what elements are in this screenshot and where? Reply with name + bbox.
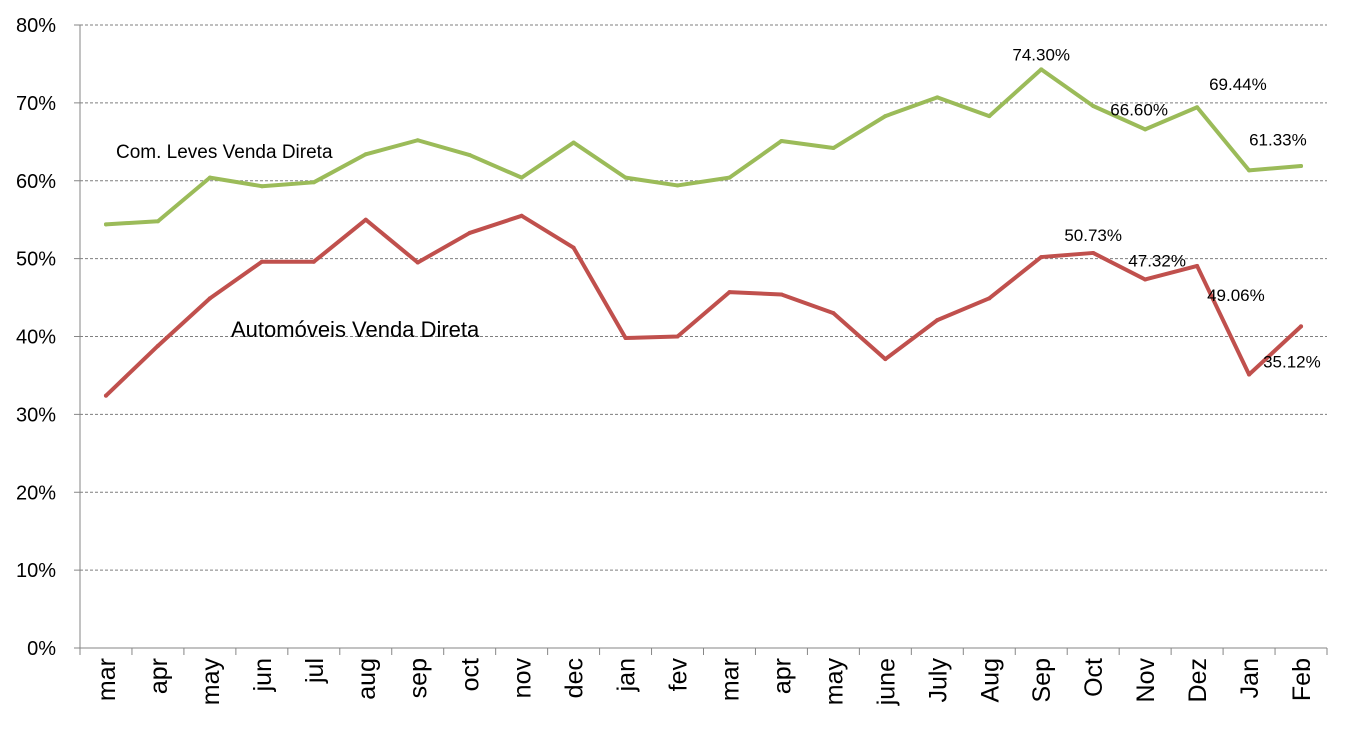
- data-point: [1143, 127, 1148, 132]
- y-tick-label: 20%: [16, 482, 56, 504]
- data-point: [1195, 105, 1200, 110]
- axes: 0%10%20%30%40%50%60%70%80%mar apr may jun ju…: [16, 15, 1328, 706]
- data-point: [103, 222, 108, 227]
- data-point: [415, 138, 420, 143]
- x-tick-label: oct: [457, 658, 485, 691]
- x-tick-label: Jan: [1236, 658, 1264, 698]
- data-point: [259, 259, 264, 264]
- data-point: [363, 217, 368, 222]
- data-point: [727, 175, 732, 180]
- data-point: [155, 219, 160, 224]
- data-point: [779, 292, 784, 297]
- data-label: 74.30%: [1012, 45, 1070, 64]
- data-point: [1247, 372, 1252, 377]
- x-tick-label: Feb: [1288, 658, 1316, 701]
- data-point: [571, 140, 576, 145]
- x-tick-label: may: [820, 658, 848, 706]
- x-tick-label: Dez: [1184, 658, 1212, 702]
- data-label: 66.60%: [1110, 100, 1168, 119]
- y-tick-label: 0%: [27, 638, 56, 660]
- y-tick-label: 60%: [16, 171, 56, 193]
- data-point: [831, 146, 836, 151]
- data-point: [1143, 277, 1148, 282]
- data-label: 69.44%: [1209, 75, 1267, 94]
- y-tick-label: 10%: [16, 560, 56, 582]
- data-point: [935, 95, 940, 100]
- data-point: [779, 139, 784, 144]
- data-point: [155, 343, 160, 348]
- y-tick-label: 40%: [16, 327, 56, 349]
- data-point: [1091, 250, 1096, 255]
- data-label: 50.73%: [1064, 226, 1122, 245]
- data-point: [519, 213, 524, 218]
- data-point: [1247, 168, 1252, 173]
- data-label: 35.12%: [1263, 353, 1321, 372]
- data-point: [1299, 324, 1304, 329]
- x-tick-label: mar: [93, 658, 121, 701]
- data-point: [207, 175, 212, 180]
- y-tick-label: 30%: [16, 404, 56, 426]
- data-point: [675, 334, 680, 339]
- series-line-1: [103, 213, 1304, 398]
- x-tick-label: July: [924, 658, 952, 703]
- data-point: [935, 318, 940, 323]
- data-point: [623, 336, 628, 341]
- data-point: [1195, 263, 1200, 268]
- x-tick-label: fev: [665, 658, 693, 692]
- grid-lines: [80, 24, 1327, 571]
- data-point: [987, 114, 992, 119]
- data-point: [467, 230, 472, 235]
- series-label-automoveis: Automóveis Venda Direta: [231, 317, 480, 342]
- x-tick-label: Sep: [1028, 658, 1056, 702]
- data-point: [103, 393, 108, 398]
- x-tick-label: may: [197, 658, 225, 706]
- data-point: [311, 259, 316, 264]
- data-point: [1299, 163, 1304, 168]
- x-tick-label: apr: [145, 658, 173, 694]
- data-point: [987, 296, 992, 301]
- data-point: [259, 184, 264, 189]
- data-point: [571, 245, 576, 250]
- data-point: [415, 260, 420, 265]
- x-tick-label: Oct: [1080, 658, 1108, 697]
- data-point: [727, 290, 732, 295]
- data-point: [883, 114, 888, 119]
- x-tick-label: nov: [509, 658, 537, 699]
- data-point: [207, 296, 212, 301]
- data-point: [883, 357, 888, 362]
- data-point: [1039, 67, 1044, 72]
- x-tick-label: apr: [768, 658, 796, 694]
- y-tick-label: 70%: [16, 93, 56, 115]
- y-tick-label: 50%: [16, 249, 56, 271]
- x-tick-label: sep: [405, 658, 433, 698]
- series-label-com-leves: Com. Leves Venda Direta: [116, 142, 333, 163]
- series-lines: [103, 67, 1304, 398]
- data-point: [363, 152, 368, 157]
- data-point: [1039, 255, 1044, 260]
- x-tick-label: Nov: [1132, 658, 1160, 703]
- x-tick-label: mar: [716, 658, 744, 701]
- data-point: [467, 153, 472, 158]
- data-point: [675, 183, 680, 188]
- data-point: [831, 311, 836, 316]
- x-tick-label: dec: [561, 658, 589, 698]
- data-label: 61.33%: [1249, 130, 1307, 149]
- x-tick-label: jan: [613, 658, 641, 692]
- data-point: [623, 175, 628, 180]
- x-tick-label: Aug: [976, 658, 1004, 702]
- y-tick-label: 80%: [16, 15, 56, 37]
- data-point: [519, 175, 524, 180]
- series-line-0: [103, 67, 1304, 227]
- x-tick-label: jun: [249, 658, 277, 692]
- x-tick-label: aug: [353, 658, 381, 700]
- data-label: 49.06%: [1207, 286, 1265, 305]
- data-point: [311, 180, 316, 185]
- data-point: [1091, 103, 1096, 108]
- x-tick-label: jul: [301, 658, 329, 684]
- data-labels: 74.30% 66.60% 69.44% 61.33% 50.73% 47.32% 49.0…: [1012, 45, 1320, 371]
- x-tick-label: june: [872, 658, 900, 706]
- data-label: 47.32%: [1128, 251, 1186, 270]
